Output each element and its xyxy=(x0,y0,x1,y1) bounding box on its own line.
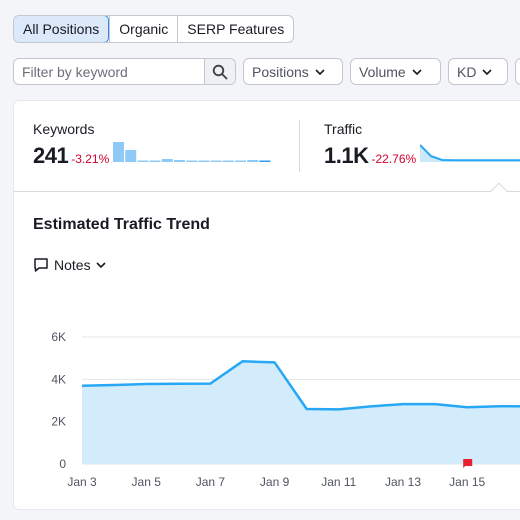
keywords-spark-bar xyxy=(113,142,125,162)
notes-label: Notes xyxy=(54,257,91,273)
keywords-spark-bar xyxy=(137,160,149,162)
keywords-spark-bar xyxy=(125,150,137,162)
traffic-sparkline xyxy=(420,144,520,162)
overview-card: Keywords 241 -3.21% Traffic 1.1K -22.76%… xyxy=(13,100,520,510)
x-tick-label: Jan 15 xyxy=(449,475,485,489)
positions-label: Positions xyxy=(252,63,309,80)
card-divider xyxy=(14,191,520,192)
x-tick-label: Jan 5 xyxy=(132,475,162,489)
search-button[interactable] xyxy=(204,59,235,84)
keywords-spark-bar xyxy=(223,160,235,162)
volume-label: Volume xyxy=(359,63,406,80)
traffic-area xyxy=(82,361,520,464)
volume-dropdown[interactable]: Volume xyxy=(350,58,441,85)
traffic-change: -22.76% xyxy=(371,152,417,166)
x-tick-label: Jan 13 xyxy=(385,475,421,489)
x-tick-label: Jan 3 xyxy=(67,475,97,489)
keywords-change: -3.21% xyxy=(71,152,110,166)
keywords-spark-bar xyxy=(162,159,174,162)
x-tick-label: Jan 9 xyxy=(260,475,290,489)
keywords-spark-bar xyxy=(259,160,271,162)
keywords-label: Keywords xyxy=(33,121,95,137)
y-tick-label: 2K xyxy=(51,415,66,429)
search-icon xyxy=(212,64,228,79)
note-flag-icon xyxy=(463,459,473,468)
tab-serp-features[interactable]: SERP Features xyxy=(177,16,293,42)
search-input[interactable] xyxy=(14,59,204,84)
tab-organic[interactable]: Organic xyxy=(109,16,177,42)
kd-label: KD xyxy=(457,63,477,80)
keyword-filter xyxy=(13,58,236,85)
more-filters-dropdown[interactable] xyxy=(515,58,520,85)
active-metric-pointer xyxy=(490,182,508,200)
y-tick-label: 4K xyxy=(51,372,66,386)
notes-dropdown[interactable]: Notes xyxy=(33,257,106,273)
keywords-spark-bar xyxy=(149,160,161,162)
chevron-down-icon xyxy=(412,68,422,75)
positions-dropdown[interactable]: Positions xyxy=(243,58,343,85)
tab-all-positions[interactable]: All Positions xyxy=(14,16,110,42)
traffic-line xyxy=(81,360,520,411)
trend-title: Estimated Traffic Trend xyxy=(33,216,210,233)
chevron-down-icon xyxy=(315,68,325,75)
metric-divider xyxy=(299,120,300,172)
kd-dropdown[interactable]: KD xyxy=(448,58,508,85)
chevron-down-icon xyxy=(482,68,493,75)
x-tick-label: Jan 7 xyxy=(196,475,226,489)
keywords-sparkline xyxy=(113,142,271,162)
chevron-down-icon xyxy=(96,262,106,268)
traffic-label: Traffic xyxy=(324,121,363,137)
keywords-spark-bar xyxy=(210,160,222,162)
keywords-metric[interactable]: Keywords 241 -3.21% xyxy=(33,121,271,169)
y-tick-label: 6K xyxy=(51,330,66,344)
traffic-metric[interactable]: Traffic 1.1K -22.76% xyxy=(324,121,520,169)
keywords-spark-bar xyxy=(186,160,198,162)
position-type-tabs: All Positions Organic SERP Features xyxy=(13,15,295,43)
traffic-spark-line xyxy=(420,144,520,162)
comment-icon xyxy=(34,258,48,272)
keywords-value: 241 xyxy=(33,143,69,168)
y-tick-label: 0 xyxy=(59,457,66,471)
keywords-spark-bar xyxy=(235,160,247,162)
keywords-spark-bar xyxy=(198,160,210,162)
traffic-trend-chart: 0 2K 4K 6K Jan 3 Jan 5 Jan 7 Jan 9 Jan 11 Jan 13 J… xyxy=(51,330,520,489)
keywords-spark-bar xyxy=(174,160,186,162)
x-tick-label: Jan 11 xyxy=(321,475,356,489)
keywords-spark-bar xyxy=(247,160,259,162)
traffic-value: 1.1K xyxy=(324,143,369,168)
